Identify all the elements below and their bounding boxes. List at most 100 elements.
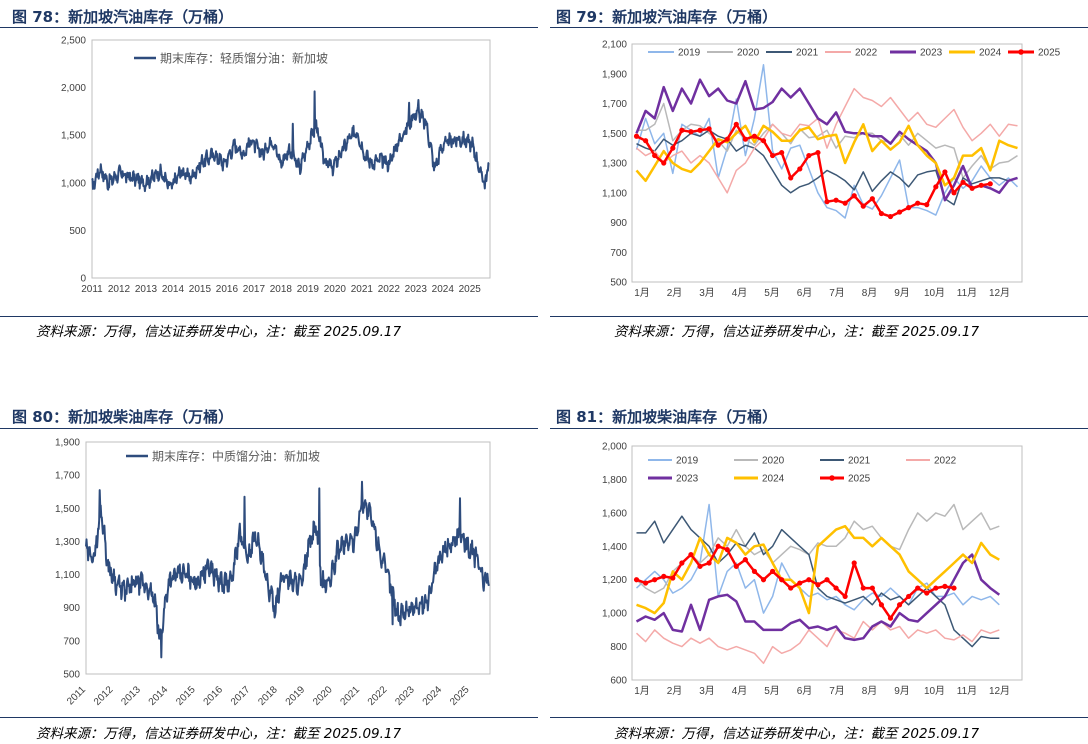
data-point-2025 (896, 602, 903, 608)
x-tick-label: 2024 (421, 684, 445, 708)
data-point-2025 (724, 547, 730, 553)
x-tick-label: 8月 (862, 685, 878, 697)
y-tick-label: 2,500 (61, 36, 86, 47)
x-tick-label: 5月 (764, 685, 780, 697)
x-tick-label: 2013 (119, 684, 143, 708)
x-tick-label: 2015 (174, 684, 198, 708)
data-point-2025 (670, 575, 676, 581)
data-point-2025 (951, 190, 957, 196)
data-point-2025 (842, 593, 848, 600)
y-tick-label: 900 (610, 218, 627, 229)
x-tick-label: 7月 (829, 685, 845, 697)
legend-label: 2019 (678, 48, 701, 59)
x-tick-label: 2017 (243, 284, 266, 295)
x-tick-label: 11月 (957, 287, 977, 299)
data-point-2025 (797, 166, 803, 172)
legend-marker-2025 (829, 475, 835, 481)
data-point-2025 (706, 560, 712, 566)
data-point-2025 (652, 152, 658, 159)
source-note-79: 资料来源：万得，信达证券研发中心，注：截至 2025.09.17 (614, 324, 980, 340)
data-point-2025 (760, 138, 767, 144)
chart-fig78: 0 500 1,000 1,500 2,000 2,500 2011 2012 2013 2014… (61, 36, 491, 295)
x-tick-label: 7月 (829, 287, 845, 299)
x-tick-label: 2013 (135, 284, 158, 295)
y-tick-label: 1,600 (602, 508, 627, 519)
data-point-2025 (887, 213, 894, 220)
x-tick-label: 2020 (311, 684, 335, 708)
legend-marker-2025 (1018, 49, 1024, 55)
x-tick-label: 6月 (797, 685, 813, 697)
x-tick-label: 1月 (634, 287, 650, 299)
data-point-2025 (869, 585, 875, 591)
data-point-2025 (797, 580, 803, 586)
data-point-2025 (769, 568, 776, 574)
data-point-2025 (769, 152, 776, 159)
x-tick-label: 2015 (189, 284, 212, 295)
data-point-2025 (942, 583, 948, 589)
x-tick-label: 2018 (270, 284, 293, 295)
legend-label: 2019 (676, 456, 699, 467)
title-rule (550, 27, 1088, 28)
data-point-2025 (679, 127, 685, 133)
source-rule (550, 316, 1088, 317)
x-tick-label: 2016 (216, 284, 239, 295)
x-tick-label: 8月 (862, 287, 878, 299)
data-point-2025 (633, 133, 640, 139)
y-tick-label: 1,700 (55, 471, 80, 482)
y-tick-label: 500 (610, 278, 627, 289)
legend-label: 2025 (1038, 48, 1061, 59)
legend-label: 2020 (762, 456, 785, 467)
legend-label: 2023 (676, 474, 699, 485)
x-tick-label: 2023 (393, 684, 417, 708)
x-tick-label: 12月 (989, 287, 1010, 299)
figure-title-81: 图 81：新加坡柴油库存（万桶） (556, 408, 778, 426)
source-note-81: 资料来源：万得，信达证券研发中心，注：截至 2025.09.17 (614, 726, 980, 742)
x-tick-label: 10月 (924, 685, 945, 697)
x-tick-label: 2011 (81, 284, 103, 295)
y-tick-label: 1,500 (61, 131, 86, 142)
data-point-2025 (878, 602, 885, 608)
title-rule (550, 428, 1088, 429)
y-tick-label: 0 (80, 274, 86, 285)
data-point-2025 (915, 200, 921, 206)
x-tick-label: 2018 (256, 684, 280, 708)
data-point-2025 (779, 149, 785, 156)
legend-label: 2021 (796, 48, 819, 59)
data-point-2025 (842, 200, 848, 206)
legend-label: 期末库存：轻质馏分油：新加坡 (160, 51, 328, 66)
x-tick-label: 2月 (667, 287, 683, 299)
data-point-2025 (760, 577, 767, 583)
y-tick-label: 1,700 (602, 99, 627, 110)
data-point-2025 (788, 585, 794, 591)
series-line (91, 90, 490, 193)
y-tick-label: 1,300 (602, 159, 627, 170)
data-point-2025 (643, 580, 649, 586)
data-point-2025 (742, 136, 748, 142)
data-point-2025 (697, 127, 703, 133)
source-note-78: 资料来源：万得，信达证券研发中心，注：截至 2025.09.17 (36, 324, 402, 340)
legend-label: 2024 (762, 474, 785, 485)
x-tick-label: 2019 (297, 284, 320, 295)
data-point-2025 (652, 577, 658, 583)
y-tick-label: 1,100 (602, 188, 627, 199)
data-point-2025 (715, 142, 721, 148)
legend-label: 2022 (855, 48, 878, 59)
data-point-2025 (751, 133, 758, 139)
x-tick-label: 4月 (732, 685, 748, 697)
title-rule (0, 428, 538, 429)
data-point-2025 (670, 145, 676, 151)
x-tick-label: 2017 (229, 684, 253, 708)
data-point-2025 (806, 577, 812, 583)
y-tick-label: 900 (63, 603, 80, 614)
data-point-2025 (697, 563, 703, 569)
x-tick-label: 3月 (699, 287, 715, 299)
series-line-2022 (635, 620, 1000, 665)
series-line-2021 (636, 515, 1000, 648)
plot-area (631, 445, 1023, 681)
series-line-2022 (636, 87, 1018, 194)
source-rule (0, 316, 538, 317)
x-tick-label: 2012 (92, 684, 116, 708)
y-tick-label: 800 (610, 642, 627, 653)
y-tick-label: 500 (63, 670, 80, 681)
title-rule (0, 27, 538, 28)
